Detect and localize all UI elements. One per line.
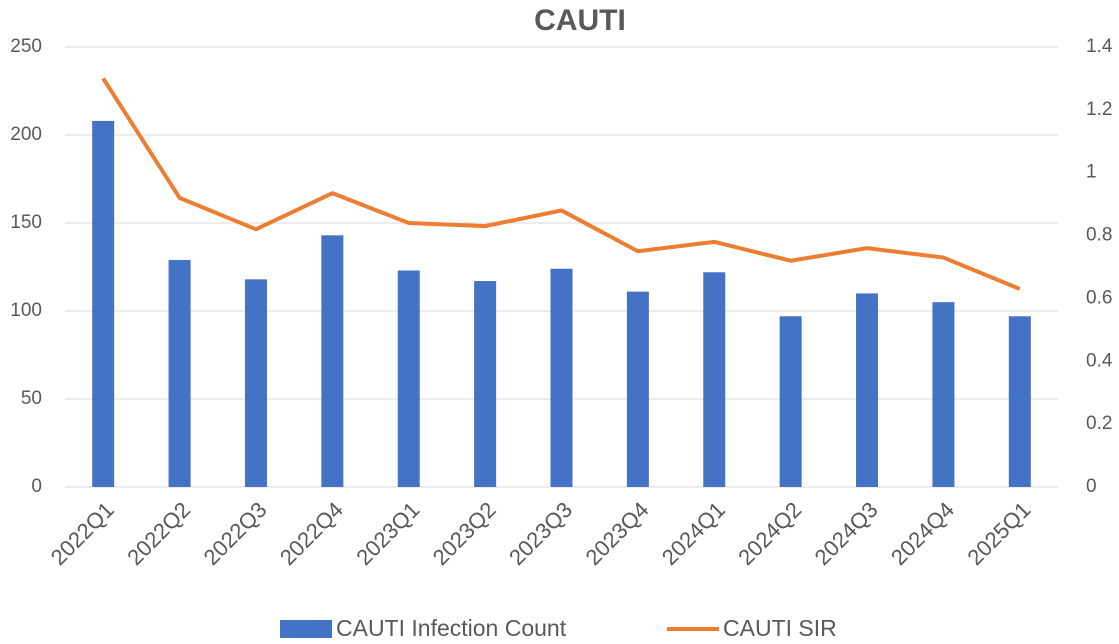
bar [626,291,649,487]
y-tick-label: 250 [10,36,42,57]
x-tick-label: 2023Q2 [428,497,501,570]
bar [321,235,344,487]
x-tick-label: 2024Q1 [657,497,730,570]
y2-tick-label: 0.8 [1086,225,1112,246]
x-tick-label: 2023Q4 [580,497,653,570]
line [101,77,1021,291]
x-tick-label: 2023Q1 [351,497,424,570]
x-tick-label: 2022Q1 [46,497,119,570]
y-tick-label: 50 [21,388,42,409]
bar [932,302,955,487]
y2-tick-label: 0.4 [1086,350,1113,371]
y2-tick-label: 0.6 [1086,287,1112,308]
y-tick-label: 200 [10,124,42,145]
bar [550,268,573,487]
bar [779,316,802,487]
x-tick-label: 2022Q3 [199,497,272,570]
bar [244,279,267,487]
y2-tick-label: 1.4 [1086,36,1113,57]
y2-tick-label: 1.2 [1086,99,1112,120]
y2-tick-label: 1 [1086,162,1097,183]
bar [92,120,115,488]
x-tick-label: 2024Q3 [810,497,883,570]
x-tick-label: 2024Q2 [733,497,806,570]
y-tick-label: 150 [10,212,42,233]
legend-label: CAUTI SIR [723,615,837,641]
bar [703,272,726,487]
x-tick-label: 2022Q4 [275,497,348,570]
bar [1008,316,1031,487]
x-tick-label: 2022Q2 [122,497,195,570]
y-tick-label: 0 [31,476,42,497]
y2-tick-label: 0 [1086,476,1097,497]
bar [397,270,420,487]
legend-label: CAUTI Infection Count [336,615,567,641]
x-tick-label: 2024Q4 [886,497,959,570]
bar [168,259,191,487]
legend-swatch [280,620,332,638]
y-tick-label: 100 [10,300,42,321]
bar [474,281,497,487]
bar [856,293,879,487]
y2-tick-label: 0.2 [1086,413,1112,434]
x-tick-label: 2025Q1 [962,497,1035,570]
chart-title: CAUTI [534,4,626,37]
x-tick-label: 2023Q3 [504,497,577,570]
